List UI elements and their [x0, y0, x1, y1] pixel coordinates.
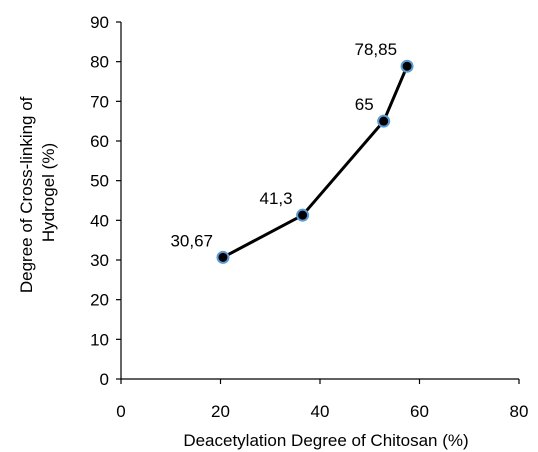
y-tick-label: 40 — [90, 211, 109, 230]
y-tick-label: 30 — [90, 251, 109, 270]
y-tick-label: 50 — [90, 172, 109, 191]
x-tick-label: 0 — [116, 402, 125, 421]
x-tick-label: 60 — [410, 402, 429, 421]
data-label: 78,85 — [355, 40, 398, 59]
series: 30,67 41,3 65 78,85 — [170, 40, 414, 264]
y-tick-label: 10 — [90, 330, 109, 349]
y-axis-label-line-2: Hydrogel (%) — [39, 143, 58, 242]
y-tick-label: 0 — [100, 370, 109, 389]
x-tick-label: 40 — [311, 402, 330, 421]
data-point — [216, 250, 230, 264]
data-label: 41,3 — [259, 189, 292, 208]
y-tick-label: 70 — [90, 92, 109, 111]
y-tick-label: 90 — [90, 13, 109, 32]
data-point — [296, 208, 310, 222]
y-tick-label: 20 — [90, 291, 109, 310]
data-label: 65 — [355, 95, 374, 114]
data-point — [377, 114, 391, 128]
data-point — [400, 59, 414, 73]
y-axis-label: Degree of Cross-linking of Hydrogel (%) — [17, 92, 58, 293]
y-axis-label-line-1: Degree of Cross-linking of — [17, 96, 36, 293]
y-tick-label: 80 — [90, 53, 109, 72]
x-tick-label: 20 — [211, 402, 230, 421]
data-label: 30,67 — [170, 231, 213, 250]
y-ticks: 0 10 20 30 40 50 60 70 80 90 — [90, 13, 121, 389]
series-line — [222, 65, 409, 259]
y-tick-label: 60 — [90, 132, 109, 151]
x-ticks: 0 20 40 60 80 — [116, 379, 528, 421]
axes — [120, 22, 519, 380]
x-axis-label: Deacetylation Degree of Chitosan (%) — [183, 431, 468, 450]
x-tick-label: 80 — [510, 402, 529, 421]
